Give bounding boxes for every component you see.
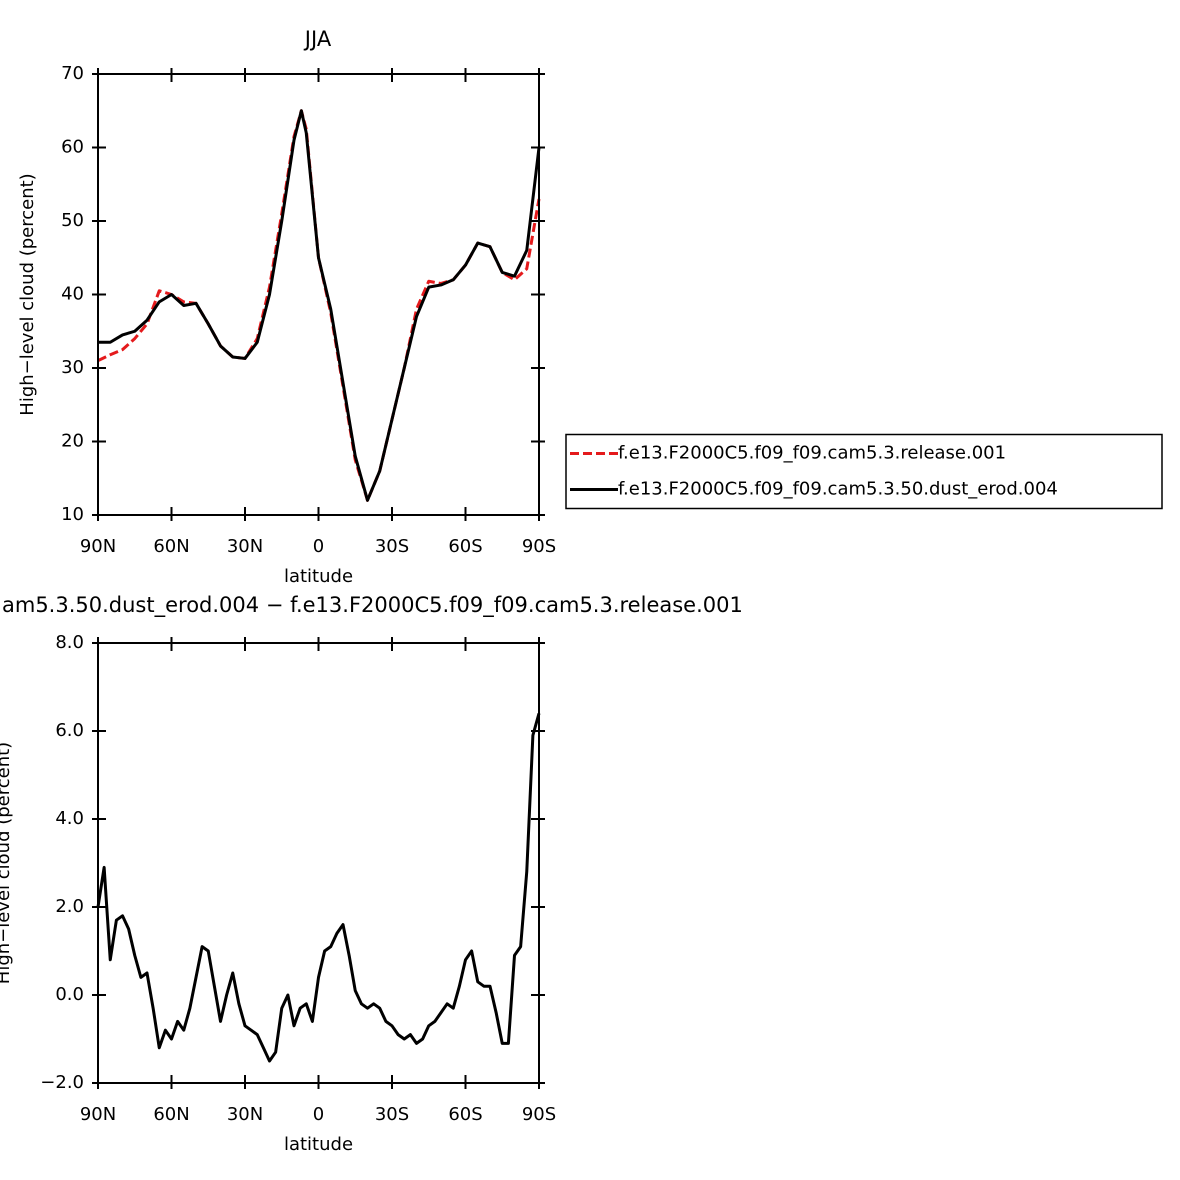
x-axis-label: latitude — [284, 1134, 353, 1155]
x-tick-label: 30N — [227, 1104, 263, 1125]
x-tick-label: 60S — [448, 1104, 482, 1125]
y-tick-label: 60 — [61, 137, 84, 158]
x-tick-label: 60N — [153, 1104, 189, 1125]
x-tick-label: 60S — [448, 536, 482, 557]
legend: f.e13.F2000C5.f09_f09.cam5.3.release.001… — [565, 433, 1163, 510]
x-axis-label: latitude — [284, 566, 353, 587]
y-axis-label: High−level cloud (percent) — [0, 742, 14, 984]
chart-title: JJA — [303, 27, 332, 51]
x-tick-label: 90N — [80, 536, 116, 557]
y-tick-label: 30 — [61, 357, 84, 378]
y-tick-label: 20 — [61, 431, 84, 452]
y-tick-label: 70 — [61, 63, 84, 84]
chart-title: am5.3.50.dust_erod.004 − f.e13.F2000C5.f… — [2, 593, 743, 618]
data-line — [97, 109, 541, 502]
legend-box — [565, 433, 1163, 510]
y-tick-label: 40 — [61, 284, 84, 305]
y-tick-label: 6.0 — [55, 720, 84, 741]
y-tick-label: 8.0 — [55, 632, 84, 653]
legend-label: f.e13.F2000C5.f09_f09.cam5.3.release.001 — [618, 443, 1006, 464]
y-tick-label: 2.0 — [55, 896, 84, 917]
y-tick-label: 50 — [61, 210, 84, 231]
x-tick-label: 30S — [375, 1104, 409, 1125]
x-tick-label: 90N — [80, 1104, 116, 1125]
x-tick-label: 0 — [313, 1104, 324, 1125]
x-tick-label: 30S — [375, 536, 409, 557]
plot-frame — [97, 642, 540, 1084]
legend-label: f.e13.F2000C5.f09_f09.cam5.3.50.dust_ero… — [618, 479, 1058, 500]
data-line — [98, 109, 541, 502]
x-tick-label: 90S — [522, 1104, 556, 1125]
data-line — [96, 712, 541, 1063]
y-axis-label: High−level cloud (percent) — [17, 173, 38, 415]
y-tick-label: 4.0 — [55, 808, 84, 829]
x-tick-label: 0 — [313, 536, 324, 557]
y-tick-label: 0.0 — [55, 984, 84, 1005]
y-tick-label: 10 — [61, 504, 84, 525]
plot-frame — [97, 73, 540, 516]
x-tick-label: 90S — [522, 536, 556, 557]
y-tick-label: −2.0 — [40, 1072, 84, 1093]
x-tick-label: 60N — [153, 536, 189, 557]
x-tick-label: 30N — [227, 536, 263, 557]
